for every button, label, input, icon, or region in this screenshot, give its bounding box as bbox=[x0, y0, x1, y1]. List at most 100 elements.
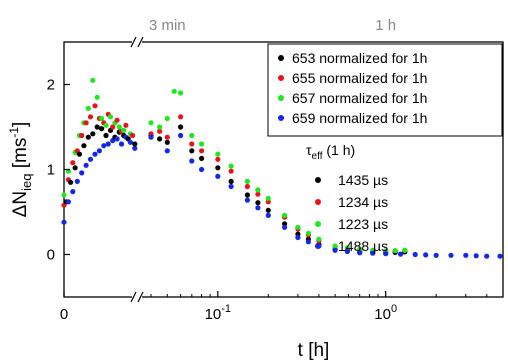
data-point bbox=[79, 132, 85, 139]
tau-legend-value: 1223 µs bbox=[338, 216, 388, 232]
data-point bbox=[65, 199, 71, 205]
x-axis-label: t [h] bbox=[298, 340, 330, 361]
data-point bbox=[83, 162, 89, 168]
y-axis-label-unit: [ms bbox=[10, 138, 31, 174]
data-point bbox=[215, 156, 221, 162]
axis-break-gap bbox=[132, 293, 142, 301]
legend-marker bbox=[278, 115, 284, 121]
data-point bbox=[433, 252, 439, 258]
data-point bbox=[94, 124, 100, 130]
x-tick-label: 100 bbox=[374, 303, 397, 323]
data-point bbox=[397, 251, 404, 257]
data-point bbox=[70, 189, 76, 195]
data-point bbox=[123, 122, 129, 128]
data-point bbox=[189, 141, 195, 147]
data-point bbox=[228, 163, 234, 169]
data-point bbox=[305, 239, 311, 245]
axis-break-gap bbox=[132, 38, 142, 46]
data-point bbox=[103, 132, 109, 139]
data-point bbox=[344, 248, 350, 255]
data-point bbox=[228, 168, 234, 174]
data-point bbox=[94, 94, 100, 100]
data-point bbox=[215, 165, 221, 171]
tau-legend-suffix: (1 h) bbox=[322, 142, 355, 158]
data-point bbox=[164, 139, 170, 145]
axis-break-mark bbox=[130, 36, 137, 48]
data-point bbox=[92, 151, 98, 157]
data-point bbox=[295, 234, 301, 241]
y-tick-label: 1 bbox=[47, 162, 55, 179]
data-point bbox=[130, 132, 136, 139]
legend-marker bbox=[278, 55, 284, 61]
data-point bbox=[244, 178, 250, 184]
data-point bbox=[90, 77, 96, 83]
data-point bbox=[85, 134, 91, 140]
data-point bbox=[105, 141, 111, 147]
data-point bbox=[244, 183, 250, 190]
data-point bbox=[83, 120, 89, 126]
data-point bbox=[70, 160, 76, 166]
data-point bbox=[244, 192, 250, 198]
legend-entry: 659 normalized for 1h bbox=[292, 110, 427, 126]
y-tick-label: 0 bbox=[47, 247, 55, 264]
data-point bbox=[61, 192, 67, 198]
data-point bbox=[255, 205, 261, 211]
data-point bbox=[448, 252, 454, 258]
y-axis-label: ΔNieq [ms-1] bbox=[7, 122, 34, 218]
data-point bbox=[189, 132, 195, 139]
data-point bbox=[178, 132, 184, 139]
top-tick-label: 1 h bbox=[375, 17, 396, 34]
legend-entry: 655 normalized for 1h bbox=[292, 70, 427, 86]
data-point bbox=[199, 148, 205, 154]
data-point bbox=[305, 230, 311, 236]
data-point bbox=[484, 253, 490, 259]
data-point bbox=[87, 156, 94, 162]
data-point bbox=[497, 253, 503, 259]
data-point bbox=[87, 114, 94, 120]
data-point bbox=[199, 155, 205, 161]
tau-legend-marker bbox=[315, 221, 321, 227]
tau-legend-value: 1435 µs bbox=[338, 172, 388, 188]
data-point bbox=[101, 143, 107, 149]
data-point bbox=[92, 103, 98, 109]
axis-ticks: 0 1 2 0 10-1 100 3 min 1 h bbox=[47, 17, 488, 323]
data-point bbox=[265, 212, 271, 218]
data-point bbox=[244, 197, 250, 203]
data-point bbox=[178, 114, 184, 120]
legend-marker bbox=[278, 95, 284, 101]
data-point bbox=[178, 90, 184, 96]
x-tick-label: 0 bbox=[60, 306, 68, 323]
y-axis-label-exponent: -1 bbox=[7, 127, 21, 138]
data-point bbox=[199, 166, 205, 173]
data-point bbox=[357, 250, 363, 256]
data-point bbox=[96, 148, 102, 154]
data-point bbox=[116, 124, 122, 130]
data-point bbox=[61, 219, 67, 225]
data-point bbox=[473, 253, 479, 259]
axis-break-mark bbox=[137, 36, 144, 48]
legend-entry: 657 normalized for 1h bbox=[292, 90, 427, 106]
data-point bbox=[164, 148, 170, 154]
data-point bbox=[90, 131, 96, 137]
data-point bbox=[423, 252, 429, 258]
data-point bbox=[215, 151, 221, 157]
data-point bbox=[164, 134, 170, 140]
data-point bbox=[295, 224, 301, 230]
data-point bbox=[463, 252, 469, 258]
data-point bbox=[178, 124, 184, 130]
data-point bbox=[199, 141, 205, 147]
data-point bbox=[114, 136, 120, 142]
data-point bbox=[114, 117, 120, 123]
legend: 653 normalized for 1h 655 normalized for … bbox=[267, 43, 503, 254]
tau-legend-value: 1488 µs bbox=[338, 238, 388, 254]
data-point bbox=[215, 173, 221, 179]
data-point bbox=[157, 124, 163, 130]
tau-legend-marker bbox=[315, 177, 321, 183]
data-point bbox=[370, 250, 376, 256]
x-tick-label: 10-1 bbox=[205, 303, 231, 323]
tau-legend-header: τeff (1 h) bbox=[306, 142, 355, 162]
data-point bbox=[157, 136, 163, 142]
data-point bbox=[148, 134, 154, 140]
legend-marker bbox=[278, 75, 284, 81]
data-point bbox=[164, 115, 170, 122]
